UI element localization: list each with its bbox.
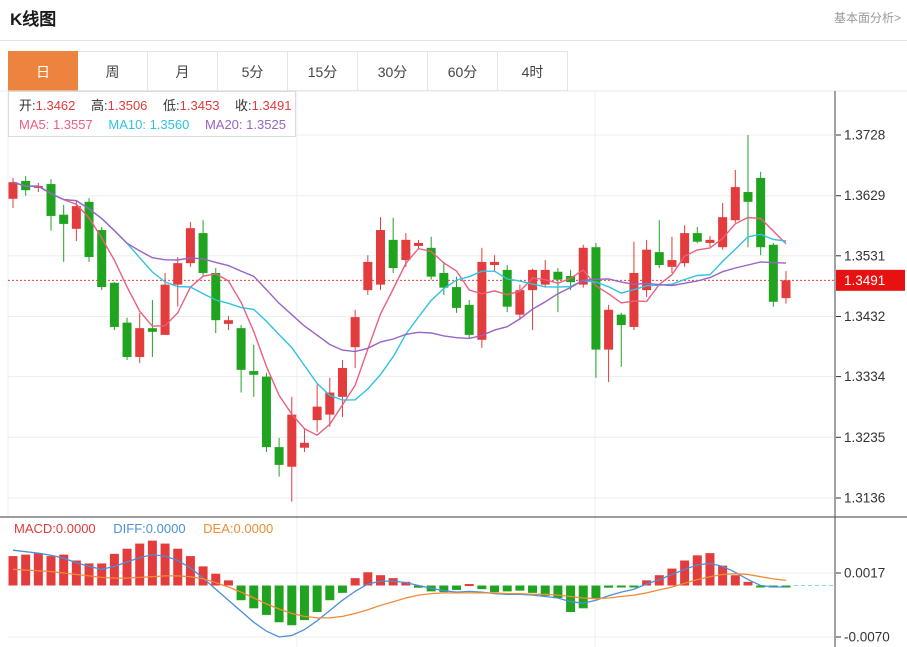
ma20-line xyxy=(12,181,787,353)
ma20-value: 1.3525 xyxy=(246,117,286,132)
macd-legend: MACD:0.0000 DIFF:0.0000 DEA:0.0000 xyxy=(14,521,287,536)
header-divider xyxy=(0,40,907,41)
low-label: 低: xyxy=(163,98,180,113)
ma20-label: MA20: xyxy=(204,117,243,132)
ma10-label: MA10: xyxy=(108,117,146,132)
last-price-badge: 1.3491 xyxy=(836,269,905,291)
diff-line xyxy=(12,549,786,638)
svg-text:1.3531: 1.3531 xyxy=(844,248,885,263)
svg-text:1.3432: 1.3432 xyxy=(844,309,885,324)
tab-30min[interactable]: 30分 xyxy=(358,51,428,91)
dea-label: DEA: xyxy=(203,521,234,536)
ohlc-legend-box: 开:1.3462 高:1.3506 低:1.3453 收:1.3491 MA5:… xyxy=(8,91,296,137)
open-value: 1.3462 xyxy=(35,98,76,113)
high-value: 1.3506 xyxy=(107,98,148,113)
tab-month[interactable]: 月 xyxy=(148,51,218,91)
macd-histogram xyxy=(8,540,791,626)
candles-layer xyxy=(8,135,791,502)
tab-5min[interactable]: 5分 xyxy=(218,51,288,91)
ma10-line xyxy=(12,181,787,401)
tab-day[interactable]: 日 xyxy=(8,51,78,91)
period-tabbar: 日 周 月 5分 15分 30分 60分 4时 xyxy=(8,51,568,91)
price-axis: 1.3728 1.3629 1.3531 1.3432 1.3334 1.3235 1.31… xyxy=(834,91,890,647)
tab-4hour[interactable]: 4时 xyxy=(498,51,568,91)
svg-text:1.3334: 1.3334 xyxy=(844,369,886,384)
ohlc-row: 开:1.3462 高:1.3506 低:1.3453 收:1.3491 xyxy=(19,96,295,115)
page-title: K线图 xyxy=(10,10,57,29)
ma5-value: 1.3557 xyxy=(52,117,93,132)
fundamental-analysis-link[interactable]: 基本面分析> xyxy=(833,11,901,25)
ma5-label: MA5: xyxy=(19,117,50,132)
ma-row: MA5: 1.3557 MA10: 1.3560 MA20: 1.3525 xyxy=(19,115,295,134)
svg-text:-0.0070: -0.0070 xyxy=(844,630,890,645)
diff-label: DIFF: xyxy=(113,521,146,536)
low-value: 1.3453 xyxy=(179,98,220,113)
svg-text:1.3491: 1.3491 xyxy=(844,273,885,288)
open-label: 开: xyxy=(19,98,36,113)
ma5-line xyxy=(12,181,787,437)
svg-text:1.3629: 1.3629 xyxy=(844,188,885,203)
svg-text:1.3136: 1.3136 xyxy=(844,491,885,506)
high-label: 高: xyxy=(91,98,108,113)
close-value: 1.3491 xyxy=(251,98,292,113)
ma10-value: 1.3560 xyxy=(149,117,190,132)
dea-line xyxy=(12,568,787,619)
close-label: 收: xyxy=(235,98,252,113)
macd-label: MACD: xyxy=(14,521,56,536)
diff-value: 0.0000 xyxy=(145,521,186,536)
tab-60min[interactable]: 60分 xyxy=(428,51,498,91)
svg-text:0.0017: 0.0017 xyxy=(844,566,885,581)
macd-value: 0.0000 xyxy=(55,521,96,536)
dea-value: 0.0000 xyxy=(233,521,274,536)
svg-text:1.3235: 1.3235 xyxy=(844,430,885,445)
svg-text:1.3728: 1.3728 xyxy=(844,128,885,143)
